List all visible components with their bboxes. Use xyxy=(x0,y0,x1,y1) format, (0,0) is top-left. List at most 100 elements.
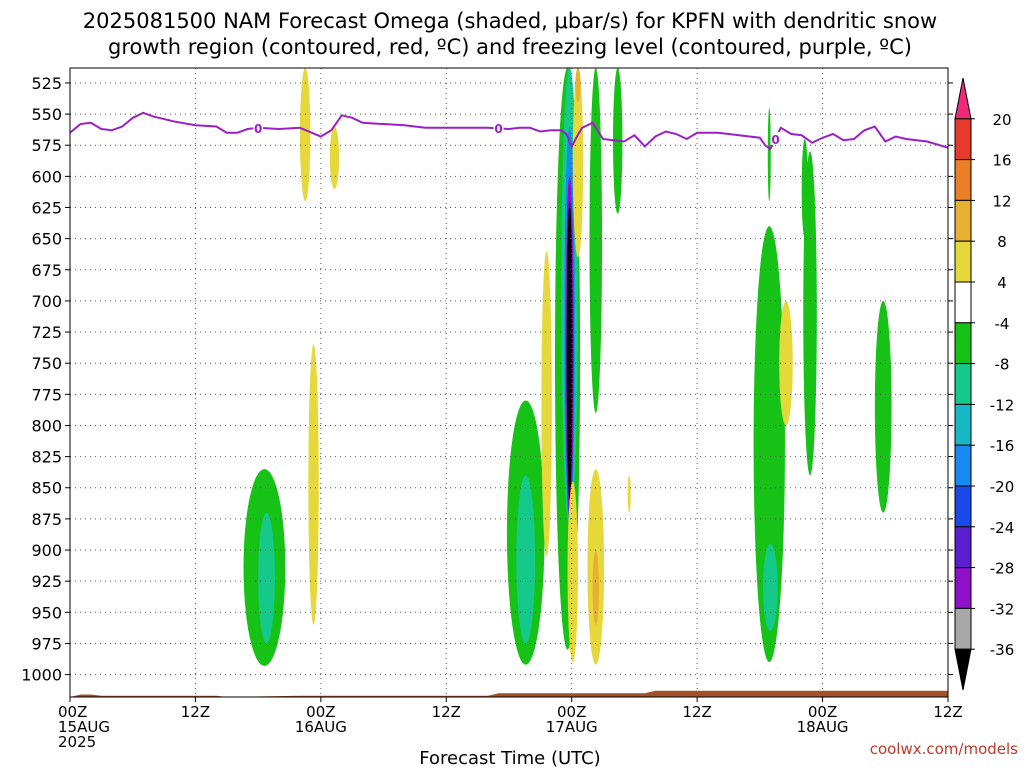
freezing-level-label-2: 0 xyxy=(771,133,779,147)
omega-region-0 xyxy=(299,68,311,202)
colorbar-segment-10 xyxy=(954,485,972,528)
colorbar-label-8: -16 xyxy=(990,437,1015,455)
colorbar-segment-0 xyxy=(954,77,972,120)
omega-region-21 xyxy=(767,107,771,202)
omega-shading: 0 0 0 xyxy=(70,68,948,697)
y-tick-label-575: 575 xyxy=(31,136,62,155)
colorbar-segment-14 xyxy=(954,648,972,691)
omega-region-22 xyxy=(753,226,785,663)
omega-region-7 xyxy=(541,251,552,557)
colorbar-segment-12 xyxy=(954,567,972,609)
y-tick-label-775: 775 xyxy=(31,385,62,404)
colorbar-segment-8 xyxy=(954,403,972,446)
x-tick-label-4-1: 17AUG xyxy=(546,718,598,736)
y-tick-label-550: 550 xyxy=(31,105,62,124)
omega-region-6 xyxy=(516,475,536,644)
chart-title-line1: 2025081500 NAM Forecast Omega (shaded, μ… xyxy=(83,9,937,33)
colorbar-segment-4 xyxy=(954,240,972,283)
grid-lines xyxy=(70,68,948,697)
y-tick-label-725: 725 xyxy=(31,323,62,342)
colorbar-label-6: -8 xyxy=(995,356,1010,374)
x-tick-label-0-0: 00Z xyxy=(58,703,87,721)
omega-region-1 xyxy=(329,126,340,189)
colorbar-label-12: -32 xyxy=(990,600,1015,618)
y-tick-label-675: 675 xyxy=(31,261,62,280)
x-tick-label-6-1: 18AUG xyxy=(797,718,849,736)
colorbar-label-5: -4 xyxy=(995,315,1010,333)
x-tick-label-2-0: 00Z xyxy=(306,703,335,721)
y-tick-label-600: 600 xyxy=(31,167,62,186)
omega-region-4 xyxy=(258,512,275,644)
x-tick-label-2-1: 16AUG xyxy=(295,718,347,736)
plot-area: 0 0 0 xyxy=(69,67,949,698)
y-tick-label-800: 800 xyxy=(31,416,62,435)
x-tick-label-7-0: 12Z xyxy=(933,703,962,721)
colorbar-segment-11 xyxy=(954,526,972,569)
colorbar: 20 16 12 8 4 -4 -8 -12 -16 -20 -24 -28 -32 -36 xyxy=(954,77,1015,691)
x-axis-label: Forecast Time (UTC) xyxy=(419,748,600,768)
colorbar-segment-6 xyxy=(954,322,972,365)
chart-title-line2: growth region (contoured, red, ºC) and f… xyxy=(108,35,912,59)
omega-region-12 xyxy=(566,201,573,501)
colorbar-label-3: 8 xyxy=(997,233,1007,251)
omega-region-18 xyxy=(592,550,599,625)
colorbar-label-2: 12 xyxy=(992,192,1011,210)
colorbar-label-10: -24 xyxy=(990,519,1015,537)
omega-region-27 xyxy=(874,300,892,513)
colorbar-segment-1 xyxy=(954,118,972,161)
colorbar-label-4: 4 xyxy=(997,274,1007,292)
y-tick-label-525: 525 xyxy=(31,74,62,93)
x-tick-label-0-2: 2025 xyxy=(58,733,96,751)
y-tick-label-925: 925 xyxy=(31,572,62,591)
omega-region-20 xyxy=(627,475,631,513)
x-tick-label-6-0: 00Z xyxy=(808,703,837,721)
omega-region-26 xyxy=(801,138,808,239)
omega-region-2 xyxy=(308,344,319,625)
omega-region-25 xyxy=(803,151,817,476)
x-tick-label-1-0: 12Z xyxy=(181,703,210,721)
freezing-label-bg-1 xyxy=(493,120,504,134)
y-axis-ticks: 525 550 575 600 625 650 675 700 725 750 775 800 825 8… xyxy=(21,74,953,685)
colorbar-segment-9 xyxy=(954,444,972,487)
x-tick-label-5-0: 12Z xyxy=(682,703,711,721)
colorbar-label-0: 20 xyxy=(992,111,1011,129)
colorbar-label-11: -28 xyxy=(990,560,1015,578)
freezing-label-bg-2 xyxy=(770,131,781,145)
y-tick-label-850: 850 xyxy=(31,479,62,498)
colorbar-label-9: -20 xyxy=(990,478,1015,496)
colorbar-label-1: 16 xyxy=(992,152,1011,170)
x-tick-label-0-1: 15AUG xyxy=(58,718,110,736)
colorbar-label-7: -12 xyxy=(990,396,1015,414)
freezing-level-label-0: 0 xyxy=(254,122,262,136)
terrain-area xyxy=(70,690,948,697)
freezing-label-bg-0 xyxy=(253,120,264,134)
omega-region-13 xyxy=(572,68,584,258)
y-tick-label-975: 975 xyxy=(31,634,62,653)
y-tick-label-700: 700 xyxy=(31,292,62,311)
y-tick-label-950: 950 xyxy=(31,603,62,622)
colorbar-label-13: -36 xyxy=(990,641,1015,659)
freezing-level-label-1: 0 xyxy=(494,122,502,136)
omega-region-23 xyxy=(762,543,778,631)
y-tick-label-650: 650 xyxy=(31,230,62,249)
colorbar-segment-13 xyxy=(954,607,972,650)
y-tick-label-750: 750 xyxy=(31,354,62,373)
colorbar-segment-7 xyxy=(954,363,972,405)
omega-region-15 xyxy=(567,481,578,663)
y-tick-label-1000: 1000 xyxy=(21,666,62,685)
colorbar-segment-5 xyxy=(954,281,972,324)
y-tick-label-900: 900 xyxy=(31,541,62,560)
colorbar-segment-2 xyxy=(954,159,972,201)
y-tick-label-825: 825 xyxy=(31,448,62,467)
omega-region-14 xyxy=(575,68,581,102)
y-tick-label-625: 625 xyxy=(31,199,62,218)
y-tick-label-875: 875 xyxy=(31,510,62,529)
x-tick-label-4-0: 00Z xyxy=(557,703,586,721)
colorbar-segment-3 xyxy=(954,199,972,242)
freezing-level-line xyxy=(70,111,948,151)
credit-text: coolwx.com/models xyxy=(870,740,1018,758)
plot-frame xyxy=(69,67,949,698)
x-tick-label-3-0: 12Z xyxy=(432,703,461,721)
